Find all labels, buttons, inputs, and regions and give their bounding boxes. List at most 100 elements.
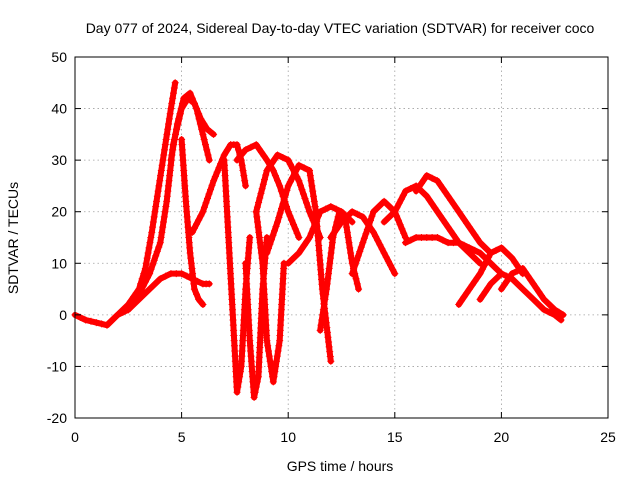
data-point-marker [270, 227, 278, 235]
data-point-marker [481, 288, 489, 296]
data-point-marker [377, 201, 385, 209]
data-point-marker [270, 373, 278, 381]
data-point-marker [186, 249, 194, 257]
data-point-marker [473, 273, 481, 281]
data-point-marker [322, 205, 330, 213]
data-point-marker [263, 156, 271, 164]
data-point-marker [316, 326, 324, 334]
data-point-marker [161, 146, 169, 154]
data-point-marker [343, 223, 351, 231]
data-point-marker [300, 241, 308, 249]
data-point-marker [272, 222, 280, 230]
data-point-marker [465, 223, 473, 231]
data-point-marker [242, 182, 250, 190]
data-point-marker [306, 208, 314, 216]
data-point-marker [238, 161, 246, 169]
data-point-marker [142, 289, 150, 297]
data-point-marker [490, 263, 498, 271]
series-satellite-track-5 [178, 136, 207, 309]
data-point-marker [146, 239, 154, 247]
data-point-marker [167, 156, 175, 164]
data-point-marker [321, 295, 329, 303]
data-point-marker [260, 152, 268, 160]
data-point-marker [299, 190, 307, 198]
data-point-marker [207, 186, 215, 194]
data-point-marker [172, 130, 180, 138]
data-point-marker [298, 245, 306, 253]
data-point-marker [345, 239, 353, 247]
data-point-marker [283, 186, 291, 194]
data-point-marker [522, 289, 530, 297]
data-point-marker [353, 256, 361, 264]
data-point-marker [271, 368, 279, 376]
data-point-marker [153, 197, 161, 205]
series-layer [71, 79, 567, 401]
data-point-marker [139, 282, 147, 290]
data-point-marker [153, 192, 161, 200]
data-point-marker [384, 201, 392, 209]
data-point-marker [324, 275, 332, 283]
data-point-marker [195, 115, 203, 123]
data-point-marker [164, 182, 172, 190]
data-point-marker [372, 232, 380, 240]
data-point-marker [359, 213, 367, 221]
data-point-marker [473, 235, 481, 243]
data-point-marker [524, 272, 532, 280]
data-point-marker [149, 282, 157, 290]
data-point-marker [156, 177, 164, 185]
data-point-marker [190, 285, 198, 293]
data-point-marker [412, 187, 420, 195]
y-tick-label: 40 [51, 101, 67, 117]
data-point-marker [286, 212, 294, 220]
data-point-marker [468, 281, 476, 289]
data-point-marker [274, 218, 282, 226]
data-point-marker [268, 159, 276, 167]
data-point-marker [500, 281, 508, 289]
data-point-marker [529, 280, 537, 288]
data-point-marker [159, 218, 167, 226]
data-point-marker [380, 197, 388, 205]
data-point-marker [150, 213, 158, 221]
x-tick-label: 5 [178, 429, 186, 445]
data-point-marker [326, 254, 334, 262]
data-point-marker [266, 357, 274, 365]
data-point-marker [141, 264, 149, 272]
data-point-marker [306, 234, 314, 241]
data-point-marker [439, 215, 447, 223]
data-point-marker [480, 261, 488, 269]
data-point-marker [311, 203, 319, 211]
data-point-marker [369, 208, 377, 216]
data-point-marker [350, 265, 358, 273]
data-point-marker [306, 166, 314, 174]
data-point-marker [159, 223, 167, 231]
data-point-marker [196, 120, 204, 128]
data-point-marker [487, 249, 495, 257]
data-point-marker [485, 253, 493, 261]
data-point-marker [267, 236, 275, 244]
data-point-marker [463, 219, 471, 227]
data-point-marker [557, 316, 565, 324]
data-point-marker [441, 188, 449, 196]
data-point-marker [110, 314, 118, 322]
data-point-marker [124, 306, 132, 314]
data-point-marker [259, 180, 267, 188]
data-point-marker [447, 196, 455, 204]
data-point-marker [394, 216, 402, 224]
data-point-marker [165, 177, 173, 185]
data-point-marker [398, 225, 406, 233]
data-point-marker [323, 328, 331, 336]
data-point-marker [544, 299, 552, 307]
x-tick-label: 20 [494, 429, 510, 445]
data-point-marker [362, 230, 370, 238]
data-point-marker [148, 228, 156, 236]
data-point-marker [559, 311, 567, 319]
data-point-marker [483, 246, 491, 254]
data-point-marker [439, 236, 447, 244]
data-point-marker [154, 187, 162, 195]
data-point-marker [168, 151, 176, 159]
data-point-marker [137, 286, 145, 294]
data-point-marker [401, 239, 409, 247]
data-point-marker [202, 199, 210, 207]
data-point-marker [316, 208, 324, 216]
data-point-marker [155, 182, 163, 190]
